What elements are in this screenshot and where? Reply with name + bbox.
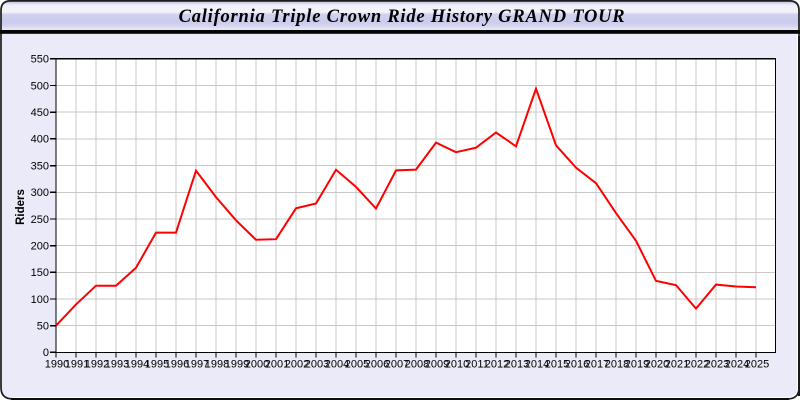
svg-text:2014: 2014 (525, 359, 549, 371)
svg-text:2006: 2006 (365, 359, 389, 371)
svg-text:2020: 2020 (645, 359, 669, 371)
svg-text:450: 450 (31, 107, 49, 119)
svg-text:350: 350 (31, 160, 49, 172)
svg-text:100: 100 (31, 294, 49, 306)
svg-text:2000: 2000 (245, 359, 269, 371)
svg-text:1992: 1992 (85, 359, 109, 371)
svg-text:1996: 1996 (165, 359, 189, 371)
svg-text:2003: 2003 (305, 359, 329, 371)
svg-text:2023: 2023 (705, 359, 729, 371)
svg-text:50: 50 (37, 321, 49, 333)
svg-text:0: 0 (43, 347, 49, 359)
svg-text:1995: 1995 (145, 359, 169, 371)
svg-text:2011: 2011 (465, 359, 489, 371)
svg-text:150: 150 (31, 267, 49, 279)
svg-text:2013: 2013 (505, 359, 529, 371)
svg-text:400: 400 (31, 134, 49, 146)
svg-text:1998: 1998 (205, 359, 229, 371)
svg-text:2008: 2008 (405, 359, 429, 371)
svg-text:2012: 2012 (485, 359, 509, 371)
svg-text:2021: 2021 (665, 359, 689, 371)
svg-text:2016: 2016 (565, 359, 589, 371)
svg-text:2005: 2005 (345, 359, 369, 371)
svg-text:1990: 1990 (45, 359, 69, 371)
svg-text:2025: 2025 (745, 359, 769, 371)
svg-text:Riders: Riders (15, 189, 27, 225)
svg-text:200: 200 (31, 241, 49, 253)
svg-text:550: 550 (31, 54, 49, 66)
svg-text:2001: 2001 (265, 359, 289, 371)
svg-text:2018: 2018 (605, 359, 629, 371)
svg-text:2022: 2022 (685, 359, 709, 371)
svg-text:2002: 2002 (285, 359, 309, 371)
svg-text:1994: 1994 (125, 359, 149, 371)
svg-text:1993: 1993 (105, 359, 129, 371)
svg-text:2015: 2015 (545, 359, 569, 371)
svg-text:1991: 1991 (65, 359, 89, 371)
svg-text:2007: 2007 (385, 359, 409, 371)
svg-text:2004: 2004 (325, 359, 349, 371)
svg-text:1997: 1997 (185, 359, 209, 371)
svg-text:2024: 2024 (725, 359, 749, 371)
svg-text:250: 250 (31, 214, 49, 226)
svg-text:500: 500 (31, 80, 49, 92)
svg-text:300: 300 (31, 187, 49, 199)
svg-text:2017: 2017 (585, 359, 609, 371)
svg-text:2019: 2019 (625, 359, 649, 371)
svg-text:2009: 2009 (425, 359, 449, 371)
svg-text:California Triple Crown Ride H: California Triple Crown Ride History GRA… (179, 7, 626, 27)
svg-text:1999: 1999 (225, 359, 249, 371)
svg-text:2010: 2010 (445, 359, 469, 371)
